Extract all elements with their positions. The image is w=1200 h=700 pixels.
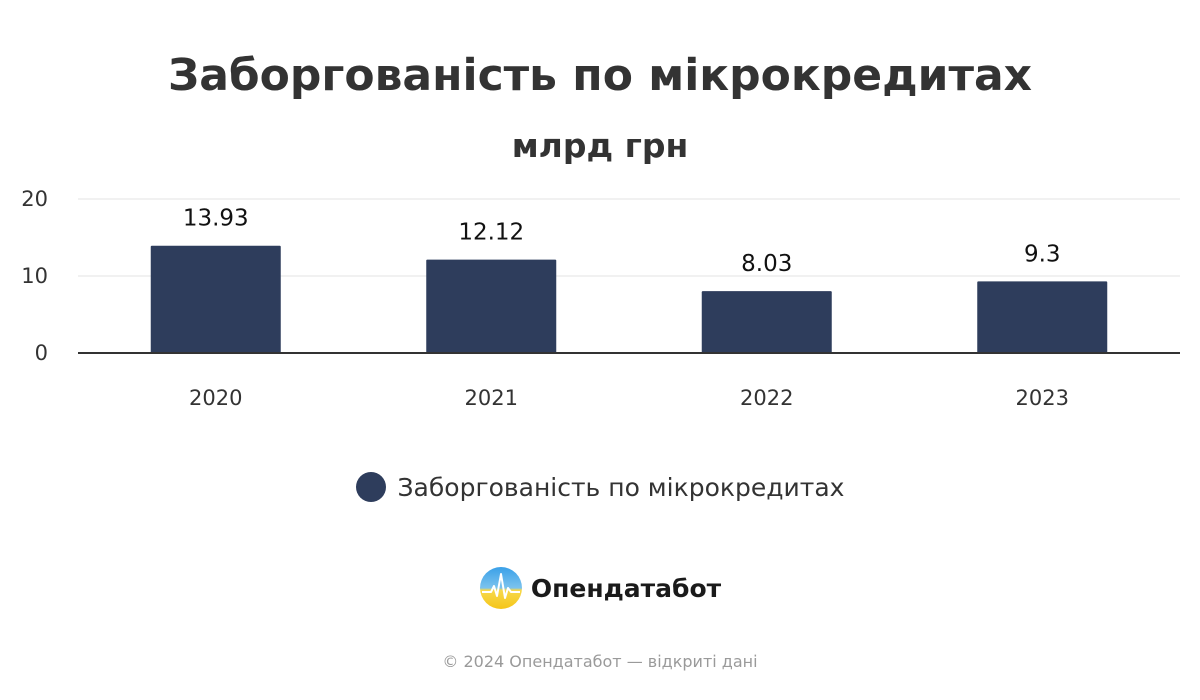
legend-swatch — [355, 472, 386, 502]
opendatabot-logo-icon — [479, 567, 522, 609]
bar — [701, 291, 832, 353]
x-tick-label: 2020 — [189, 386, 242, 410]
x-tick-label: 2021 — [465, 386, 518, 410]
chart-legend: Заборгованість по мікрокредитах — [0, 472, 1200, 502]
data-label: 12.12 — [458, 220, 524, 246]
y-tick-label: 20 — [21, 187, 48, 211]
data-label: 13.93 — [183, 206, 249, 232]
y-tick-label: 0 — [35, 341, 48, 365]
footer-copyright: © 2024 Опендатабот — відкриті дані — [442, 652, 758, 671]
y-tick-label: 10 — [21, 264, 48, 288]
bar — [150, 245, 281, 353]
chart-title: Заборгованість по мікрокредитах — [167, 50, 1033, 101]
bar — [977, 281, 1108, 353]
chart-subtitle: млрд грн — [511, 126, 689, 165]
bar — [426, 259, 557, 353]
brand: Опендатабот — [0, 566, 1200, 610]
x-tick-label: 2023 — [1016, 386, 1069, 410]
brand-name: Опендатабот — [530, 573, 722, 603]
x-tick-label: 2022 — [740, 386, 793, 410]
data-label: 9.3 — [1024, 241, 1061, 267]
legend-label: Заборгованість по мікрокредитах — [397, 472, 845, 502]
data-label: 8.03 — [741, 251, 792, 277]
bar-chart: 0 10 20 13.93 2020 12.12 2021 8.03 2022 9.3 2023 — [21, 187, 1180, 410]
